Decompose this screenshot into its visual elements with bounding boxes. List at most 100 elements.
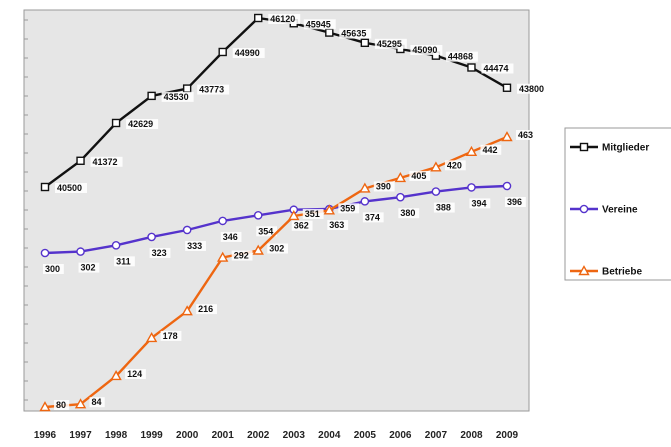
- data-label-bg: [196, 304, 217, 315]
- data-point-mitglieder: [467, 63, 476, 72]
- data-label-vereine: 394: [471, 198, 486, 208]
- data-label-bg: [505, 197, 526, 207]
- data-point-vereine: [111, 241, 121, 250]
- data-point-betriebe: [501, 131, 513, 142]
- data-label-bg: [339, 28, 372, 39]
- data-label-bg: [445, 51, 478, 62]
- data-label-betriebe: 442: [482, 145, 497, 155]
- data-label-bg: [373, 181, 395, 192]
- data-label-vereine: 374: [365, 212, 380, 222]
- data-point-betriebe: [252, 244, 264, 255]
- data-point-betriebe: [359, 182, 371, 193]
- data-label-bg: [268, 14, 301, 24]
- data-label-betriebe: 420: [447, 160, 462, 170]
- data-label-bg: [160, 330, 182, 341]
- data-label-betriebe: 216: [198, 304, 213, 314]
- data-point-mitglieder: [40, 182, 50, 192]
- data-label-mitglieder: 42629: [128, 119, 153, 129]
- data-label-bg: [469, 198, 491, 209]
- series-vereine: 300 302 311 323 333 346 354 362 363 374 380 388 394 3…: [40, 181, 526, 274]
- data-label-bg: [516, 130, 537, 140]
- legend-item-mitglieder: Mitglieder: [570, 143, 649, 154]
- data-label-vereine: 300: [45, 264, 60, 274]
- legend: Mitglieder Vereine Betriebe: [564, 127, 671, 281]
- data-point-vereine: [182, 225, 192, 235]
- data-label-bg: [89, 397, 105, 408]
- y-axis-ticks: [24, 19, 28, 401]
- data-point-vereine: [253, 211, 263, 220]
- data-point-betriebe: [288, 210, 300, 221]
- series-mitglieder: 40500 41372 42629 43530 43773 44990 46120 45945…: [40, 13, 549, 193]
- data-label-bg: [327, 220, 349, 231]
- data-point-mitglieder: [147, 91, 156, 101]
- x-tick-label: 2009: [496, 430, 519, 441]
- legend-item-betriebe: Betriebe: [570, 265, 642, 278]
- data-point-mitglieder: [111, 118, 121, 128]
- data-point-vereine: [467, 183, 476, 192]
- x-tick-label: 1997: [69, 430, 92, 441]
- data-label-bg: [433, 202, 455, 213]
- data-point-vereine: [147, 232, 156, 242]
- data-label-betriebe: 292: [234, 251, 249, 261]
- data-point-vereine: [396, 192, 405, 202]
- data-point-betriebe: [216, 251, 229, 262]
- data-label-bg: [197, 84, 230, 95]
- data-label-bg: [55, 183, 87, 193]
- data-label-betriebe: 359: [340, 203, 355, 213]
- data-point-mitglieder: [360, 38, 370, 48]
- data-label-mitglieder: 43800: [519, 84, 544, 94]
- data-point-mitglieder: [76, 156, 85, 165]
- data-label-vereine: 323: [152, 248, 167, 258]
- data-label-bg: [149, 247, 171, 258]
- x-tick-label: 1998: [105, 430, 128, 441]
- data-label-mitglieder: 43530: [164, 92, 189, 102]
- x-tick-label: 2008: [460, 430, 483, 441]
- data-point-betriebe: [74, 398, 87, 409]
- data-label-betriebe: 351: [305, 209, 320, 219]
- data-label-bg: [114, 256, 135, 267]
- data-label-bg: [517, 83, 549, 94]
- x-tick-label: 2002: [247, 430, 270, 441]
- data-point-vereine: [40, 248, 50, 258]
- data-label-betriebe: 124: [127, 369, 142, 379]
- data-point-mitglieder: [254, 13, 263, 23]
- data-label-betriebe: 463: [518, 130, 533, 140]
- data-label-vereine: 354: [258, 226, 273, 236]
- data-point-mitglieder: [325, 28, 334, 37]
- data-label-bg: [78, 262, 100, 273]
- data-label-bg: [302, 208, 324, 219]
- legend-marker-betriebe: [578, 265, 590, 276]
- data-label-bg: [480, 144, 502, 155]
- data-label-bg: [409, 170, 431, 181]
- data-point-mitglieder: [502, 83, 512, 92]
- legend-label-mitglieder: Mitglieder: [602, 143, 649, 154]
- x-tick-label: 2006: [389, 430, 412, 441]
- data-label-mitglieder: 45090: [412, 45, 437, 55]
- data-label-vereine: 380: [400, 208, 415, 218]
- x-tick-label: 2001: [212, 430, 235, 441]
- data-point-betriebe: [430, 161, 442, 172]
- data-label-bg: [303, 19, 336, 30]
- data-label-bg: [374, 38, 407, 49]
- data-label-betriebe: 84: [92, 397, 102, 407]
- data-label-bg: [90, 156, 123, 167]
- series-line-vereine: [44, 184, 508, 255]
- data-label-vereine: 346: [223, 232, 238, 242]
- data-label-bg: [231, 250, 253, 261]
- data-label-bg: [444, 160, 466, 171]
- x-tick-label: 1999: [140, 430, 163, 441]
- data-point-vereine: [76, 247, 85, 256]
- x-tick-label: 2003: [283, 430, 306, 441]
- data-point-betriebe: [465, 145, 478, 157]
- data-label-bg: [43, 264, 64, 274]
- data-label-bg: [256, 226, 278, 237]
- data-label-mitglieder: 45295: [377, 39, 402, 49]
- data-label-bg: [291, 220, 313, 231]
- data-label-mitglieder: 40500: [57, 183, 82, 193]
- x-tick-label: 2007: [425, 430, 448, 441]
- data-label-betriebe: 80: [56, 400, 66, 410]
- data-label-mitglieder: 45635: [341, 29, 366, 39]
- data-point-betriebe: [145, 331, 158, 343]
- data-point-vereine: [360, 197, 370, 206]
- data-label-mitglieder: 44474: [483, 63, 508, 73]
